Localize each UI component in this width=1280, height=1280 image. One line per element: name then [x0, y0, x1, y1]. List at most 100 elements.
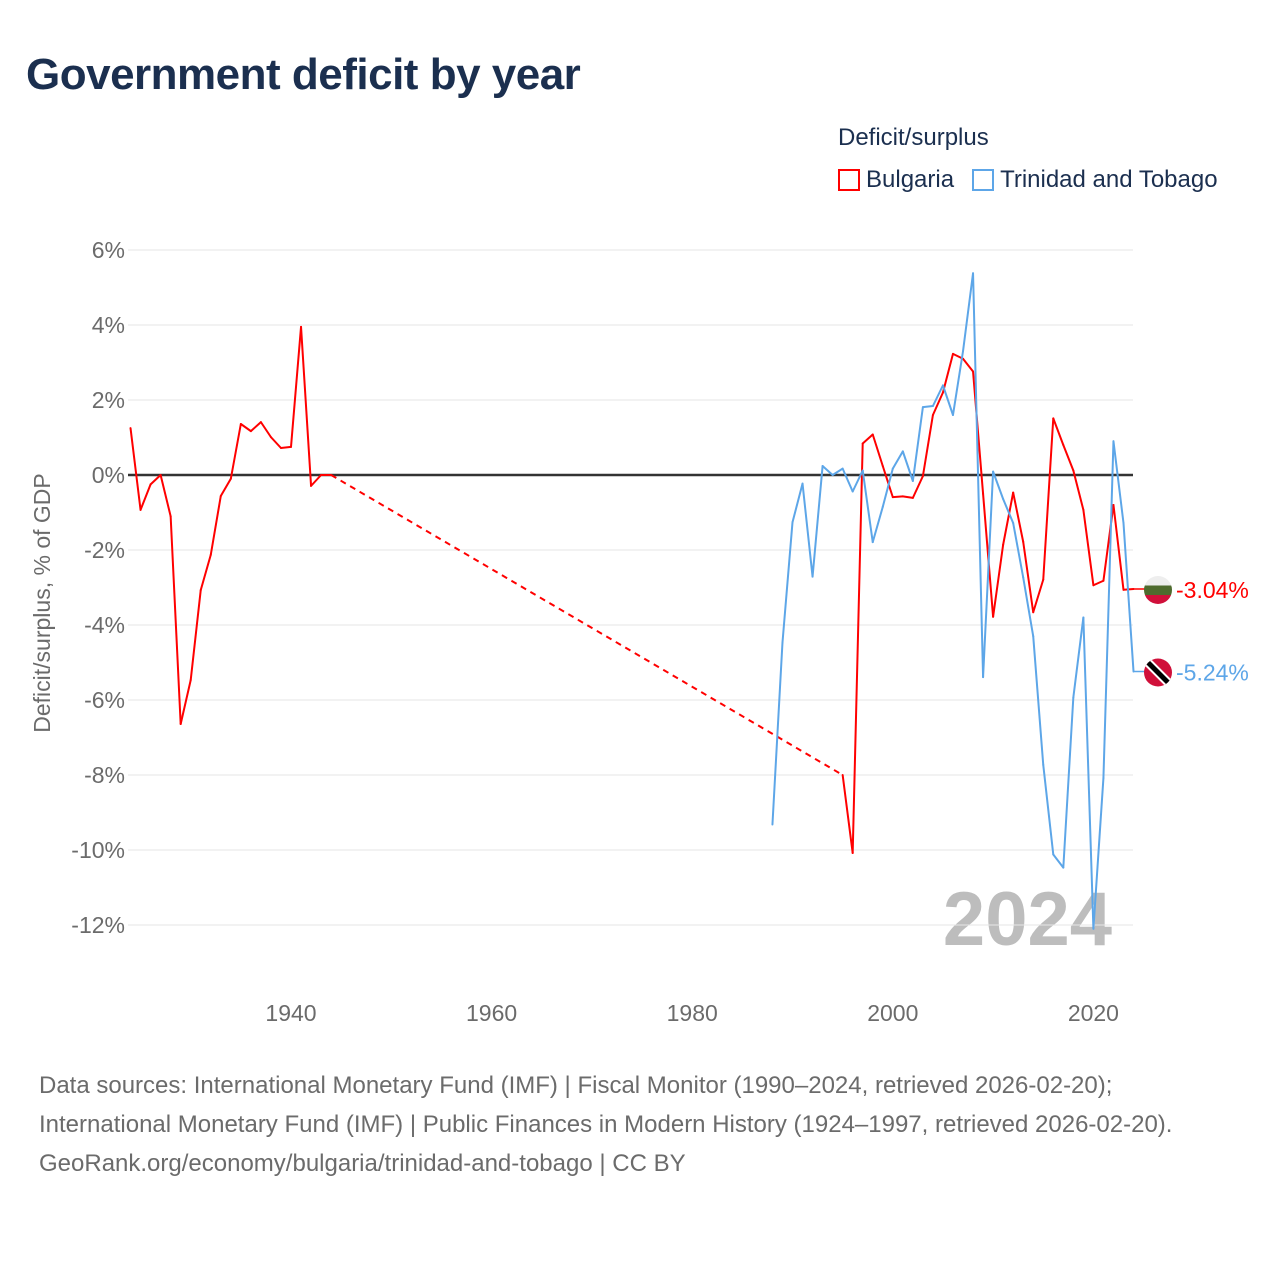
series-segment-bulgaria [1012, 491, 1025, 543]
data-point-bulgaria[interactable] [196, 585, 206, 595]
data-point-trinidad-and-tobago[interactable] [767, 820, 777, 830]
legend-label: Trinidad and Tobago [1000, 166, 1218, 193]
data-point-bulgaria[interactable] [1058, 440, 1068, 450]
legend-item-bulgaria[interactable]: Bulgaria [838, 166, 954, 194]
data-point-bulgaria[interactable] [266, 432, 276, 442]
legend-swatch-trinidad-and-tobago [972, 169, 995, 191]
data-point-trinidad-and-tobago[interactable] [968, 268, 978, 278]
data-point-bulgaria[interactable] [868, 430, 878, 440]
series-segment-bulgaria [871, 433, 884, 467]
data-point-bulgaria[interactable] [206, 550, 216, 560]
data-point-bulgaria[interactable] [166, 511, 176, 521]
data-point-bulgaria[interactable] [136, 505, 146, 515]
data-point-trinidad-and-tobago[interactable] [1068, 692, 1078, 702]
data-point-bulgaria[interactable] [126, 423, 136, 433]
data-point-bulgaria[interactable] [186, 675, 196, 685]
data-point-trinidad-and-tobago[interactable] [918, 402, 928, 412]
x-tick-label: 1960 [466, 1000, 517, 1026]
data-point-bulgaria[interactable] [176, 719, 186, 729]
data-point-bulgaria[interactable] [156, 470, 166, 480]
y-tick-label: 4% [92, 312, 125, 338]
data-point-trinidad-and-tobago[interactable] [828, 470, 838, 480]
data-point-bulgaria[interactable] [1108, 500, 1118, 510]
data-point-trinidad-and-tobago[interactable] [1008, 518, 1018, 528]
data-point-trinidad-and-tobago[interactable] [798, 479, 808, 489]
data-point-trinidad-and-tobago[interactable] [908, 476, 918, 486]
data-point-bulgaria[interactable] [878, 461, 888, 471]
data-point-bulgaria[interactable] [326, 470, 336, 480]
data-point-bulgaria[interactable] [888, 492, 898, 502]
data-point-trinidad-and-tobago[interactable] [1108, 436, 1118, 446]
data-point-bulgaria[interactable] [898, 491, 908, 501]
data-point-trinidad-and-tobago[interactable] [1088, 924, 1098, 934]
data-point-bulgaria[interactable] [1088, 580, 1098, 590]
data-point-trinidad-and-tobago[interactable] [818, 461, 828, 471]
data-point-trinidad-and-tobago[interactable] [888, 464, 898, 474]
y-tick-label: -6% [84, 687, 125, 713]
data-point-trinidad-and-tobago[interactable] [838, 464, 848, 474]
data-point-bulgaria[interactable] [1068, 466, 1078, 476]
series-segment-bulgaria [1042, 417, 1055, 581]
data-point-trinidad-and-tobago[interactable] [958, 346, 968, 356]
data-point-trinidad-and-tobago[interactable] [858, 466, 868, 476]
series-segment-bulgaria [911, 475, 924, 499]
data-point-bulgaria[interactable] [1008, 488, 1018, 498]
data-point-trinidad-and-tobago[interactable] [788, 517, 798, 527]
data-point-bulgaria[interactable] [838, 770, 848, 780]
series-segment-bulgaria [219, 477, 232, 497]
data-point-bulgaria[interactable] [1098, 576, 1108, 586]
data-point-trinidad-and-tobago[interactable] [1028, 631, 1038, 641]
data-point-bulgaria[interactable] [296, 322, 306, 332]
data-point-bulgaria[interactable] [1078, 505, 1088, 515]
x-tick-label: 1940 [265, 1000, 316, 1026]
data-point-trinidad-and-tobago[interactable] [808, 572, 818, 582]
legend-title: Deficit/surplus [838, 124, 989, 151]
data-point-trinidad-and-tobago[interactable] [1098, 773, 1108, 783]
data-point-bulgaria[interactable] [146, 479, 156, 489]
data-point-trinidad-and-tobago[interactable] [1078, 613, 1088, 623]
data-point-bulgaria[interactable] [928, 410, 938, 420]
series-segment-trinidad-and-tobago [1112, 440, 1125, 524]
data-point-bulgaria[interactable] [1048, 413, 1058, 423]
data-point-trinidad-and-tobago[interactable] [777, 638, 787, 648]
data-point-bulgaria[interactable] [918, 471, 928, 481]
data-point-bulgaria[interactable] [1018, 537, 1028, 547]
series-segment-bulgaria [209, 495, 222, 556]
data-point-bulgaria[interactable] [276, 443, 286, 453]
data-point-trinidad-and-tobago[interactable] [1118, 518, 1128, 528]
credit-link[interactable]: GeoRank.org/economy/bulgaria/trinidad-an… [39, 1150, 686, 1177]
data-point-bulgaria[interactable] [246, 426, 256, 436]
data-point-trinidad-and-tobago[interactable] [948, 410, 958, 420]
data-point-bulgaria[interactable] [988, 612, 998, 622]
data-point-bulgaria[interactable] [858, 439, 868, 449]
data-point-trinidad-and-tobago[interactable] [988, 467, 998, 477]
data-point-bulgaria[interactable] [948, 349, 958, 359]
data-point-bulgaria[interactable] [256, 417, 266, 427]
series-segment-bulgaria [1062, 444, 1075, 472]
data-point-bulgaria[interactable] [306, 481, 316, 491]
data-point-bulgaria[interactable] [236, 419, 246, 429]
data-point-bulgaria[interactable] [1038, 575, 1048, 585]
data-point-trinidad-and-tobago[interactable] [898, 446, 908, 456]
data-point-bulgaria[interactable] [848, 848, 858, 858]
data-point-trinidad-and-tobago[interactable] [868, 537, 878, 547]
data-point-trinidad-and-tobago[interactable] [998, 494, 1008, 504]
data-point-bulgaria[interactable] [226, 474, 236, 484]
data-point-bulgaria[interactable] [908, 493, 918, 503]
data-point-trinidad-and-tobago[interactable] [1038, 760, 1048, 770]
data-point-trinidad-and-tobago[interactable] [1048, 850, 1058, 860]
data-point-bulgaria[interactable] [998, 540, 1008, 550]
legend-item-trinidad-and-tobago[interactable]: Trinidad and Tobago [972, 166, 1218, 194]
data-point-trinidad-and-tobago[interactable] [848, 487, 858, 497]
y-tick-label: -12% [71, 912, 125, 938]
data-point-trinidad-and-tobago[interactable] [1058, 863, 1068, 873]
data-point-trinidad-and-tobago[interactable] [1018, 572, 1028, 582]
data-point-trinidad-and-tobago[interactable] [878, 502, 888, 512]
data-point-trinidad-and-tobago[interactable] [938, 380, 948, 390]
data-point-bulgaria[interactable] [316, 470, 326, 480]
data-point-bulgaria[interactable] [286, 442, 296, 452]
data-point-trinidad-and-tobago[interactable] [978, 672, 988, 682]
data-point-trinidad-and-tobago[interactable] [928, 401, 938, 411]
data-point-bulgaria[interactable] [216, 491, 226, 501]
series-segment-trinidad-and-tobago [972, 272, 985, 679]
